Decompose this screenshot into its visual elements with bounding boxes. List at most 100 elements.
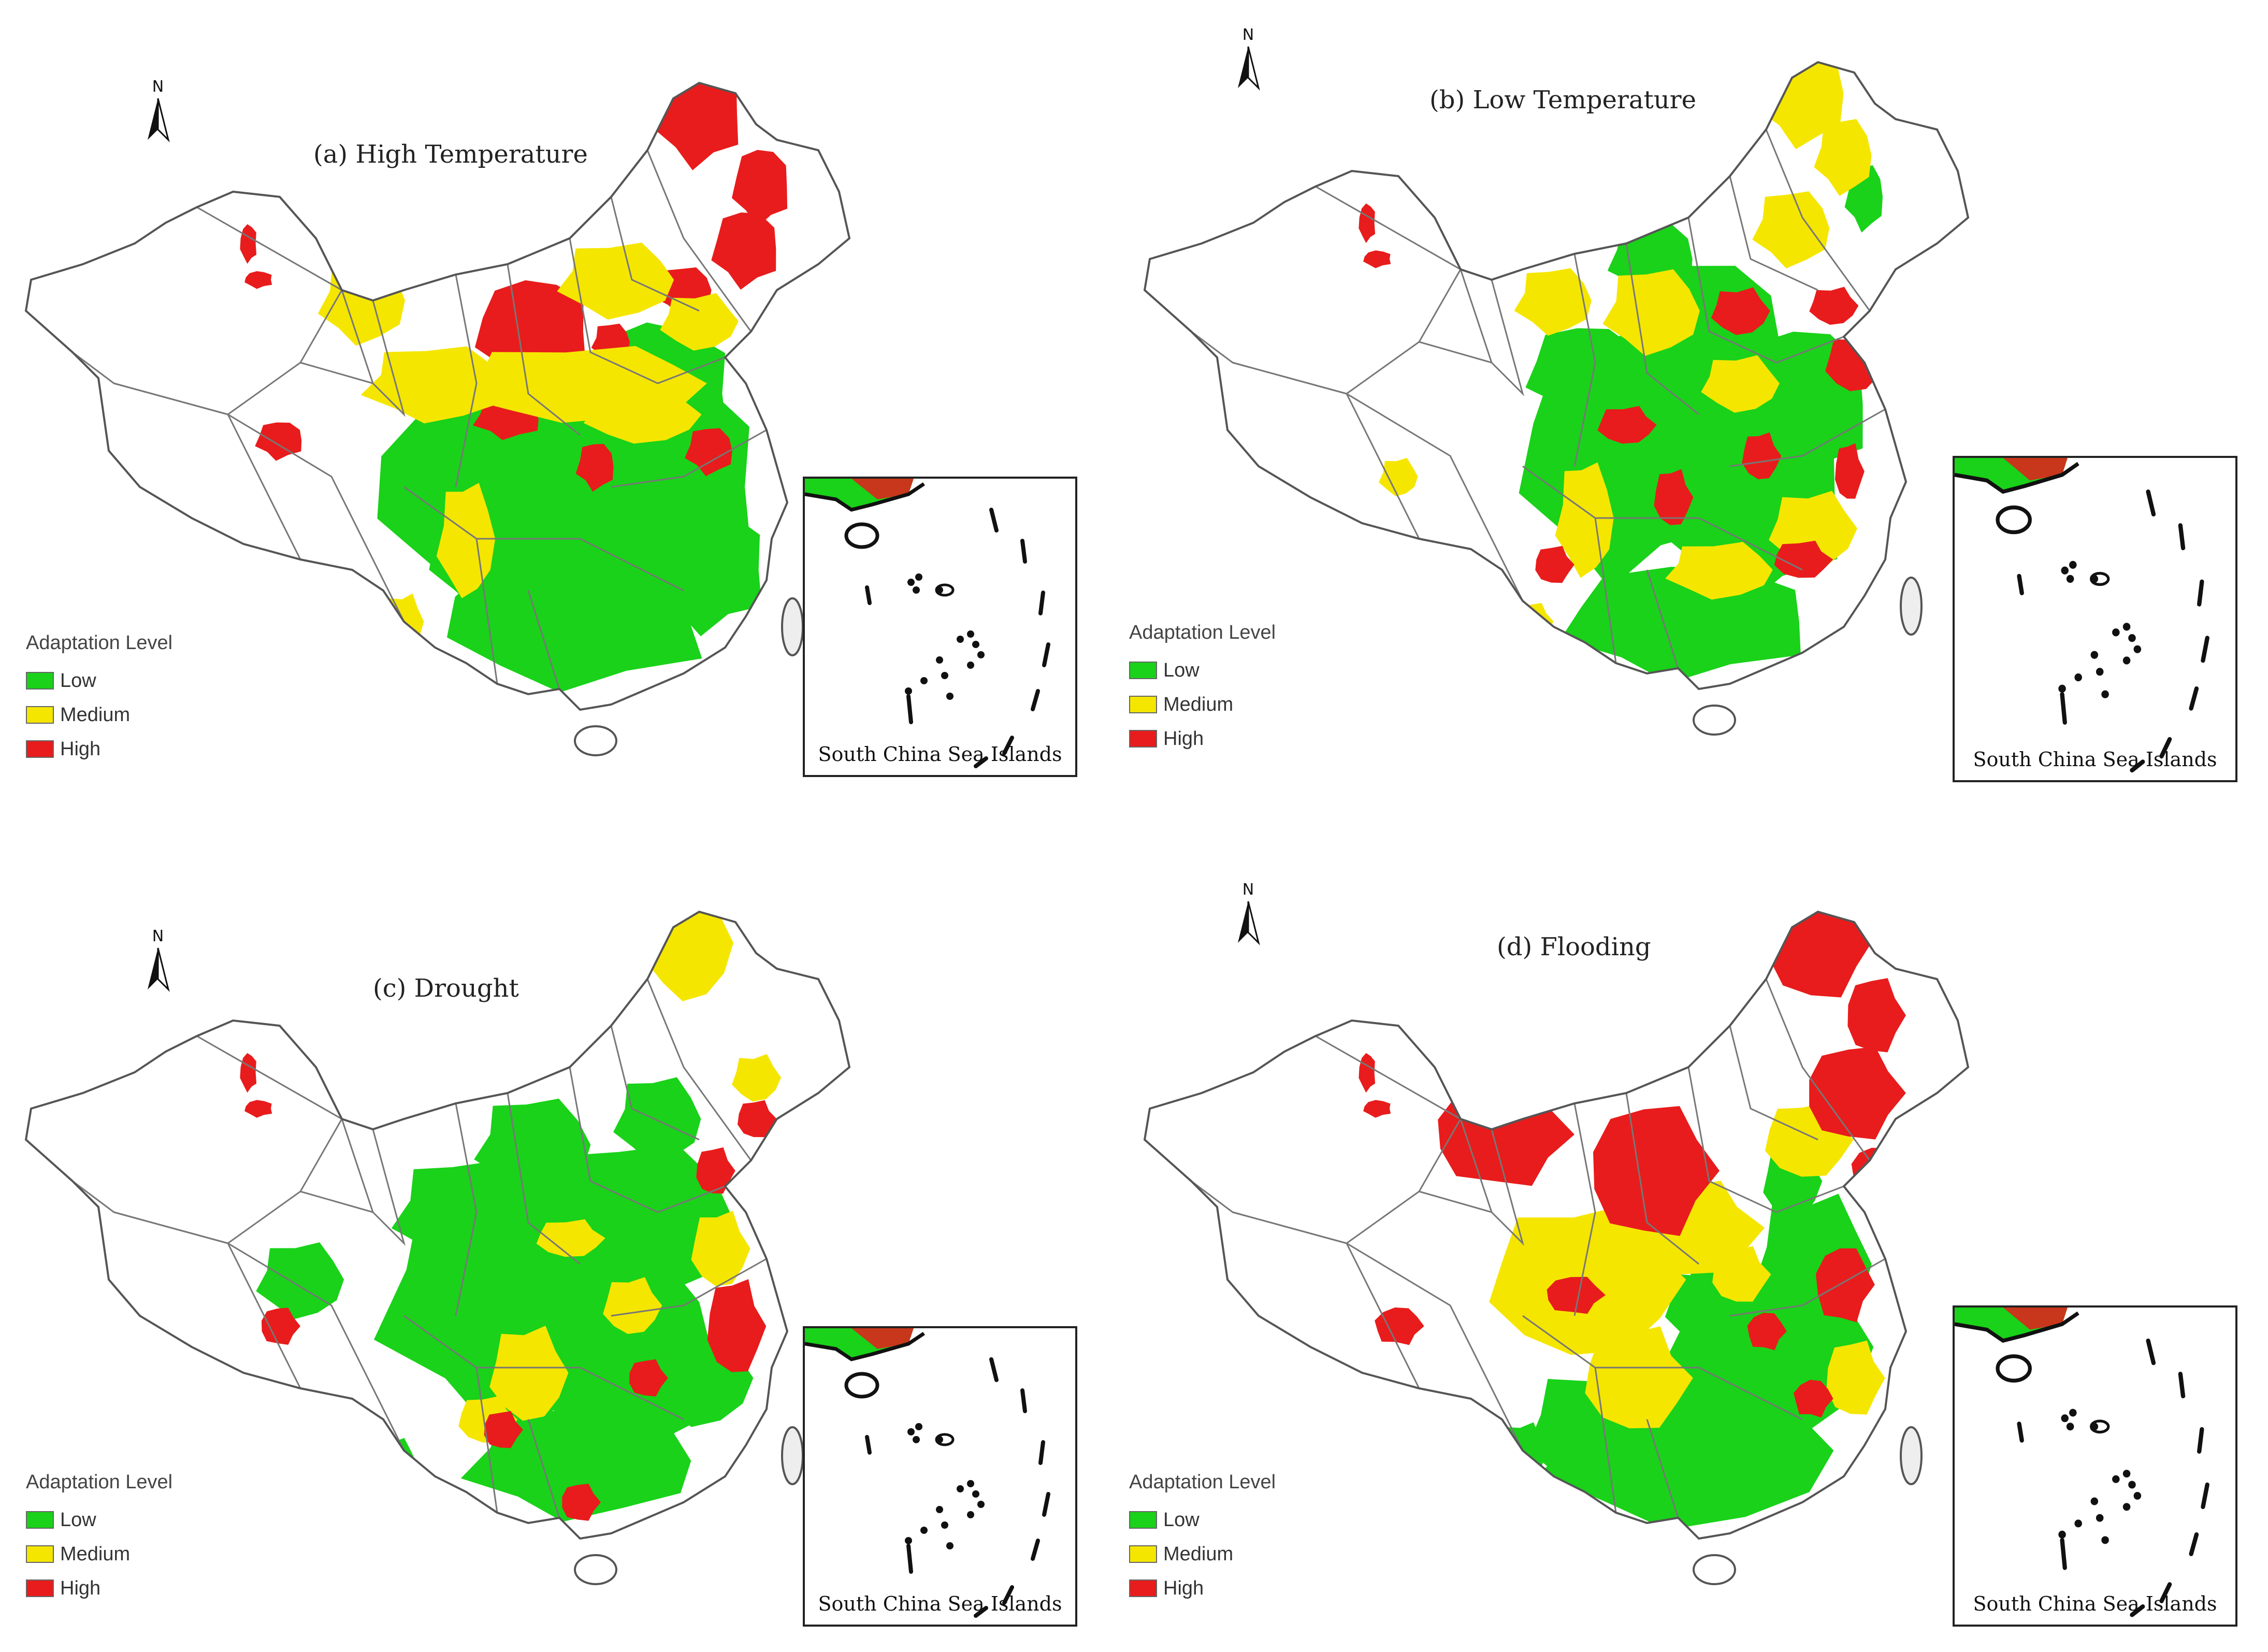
- inset-island-dot: [2112, 1475, 2120, 1483]
- inset-island-dot: [2069, 1409, 2077, 1417]
- province-boundary: [610, 196, 700, 312]
- region-medium: [1712, 1246, 1771, 1302]
- legend: Adaptation Level Low Medium High: [1129, 1471, 1276, 1605]
- region-medium: [1814, 119, 1872, 196]
- inset-dash-line: [2189, 686, 2199, 711]
- legend-item-high: High: [26, 1571, 172, 1605]
- province-boundary: [1191, 185, 1462, 395]
- legend-item-low: Low: [26, 664, 172, 698]
- map-panel-flooding: N (d) Flooding Adaptation Level Low Medi…: [1129, 850, 2243, 1647]
- province-boundary: [476, 538, 684, 592]
- national-border: [24, 81, 851, 711]
- province-boundary: [455, 1103, 478, 1316]
- inset-island-dot: [907, 579, 915, 586]
- legend-swatch-medium: [1129, 696, 1157, 713]
- legend-label: Low: [60, 669, 96, 692]
- region-high: [244, 1100, 272, 1118]
- inset-coastline: [805, 482, 925, 512]
- inset-dash-line: [2201, 1482, 2209, 1510]
- region-medium: [1826, 1340, 1885, 1415]
- inset-label: South China Sea Islands: [1973, 1592, 2217, 1615]
- inset-island-dot: [2096, 1514, 2104, 1522]
- province-boundary: [610, 1025, 700, 1141]
- china-map: [24, 81, 851, 756]
- region-high: [1747, 1313, 1787, 1351]
- inset-island-dot: [2069, 561, 2077, 569]
- inset-dash-line: [1042, 1492, 1050, 1517]
- inset-label: South China Sea Islands: [818, 1592, 1062, 1615]
- inset-dash-line: [2146, 489, 2156, 516]
- map-panel-drought: N (c) Drought Adaptation Level Low Mediu…: [10, 850, 1124, 1647]
- inset-dash-line: [1031, 689, 1040, 711]
- province-boundary: [507, 1093, 581, 1265]
- inset-dash-line: [2197, 1427, 2204, 1454]
- legend-swatch-low: [26, 672, 54, 689]
- inset-label: South China Sea Islands: [1973, 748, 2217, 771]
- inset-hainan: [844, 522, 879, 549]
- region-low: [391, 1161, 527, 1268]
- region-high: [707, 1279, 767, 1372]
- inset-islands: [2089, 1419, 2110, 1434]
- inset-dash-line: [906, 694, 913, 724]
- region-medium: [732, 1054, 782, 1102]
- region-medium: [1514, 268, 1592, 336]
- region-medium: [360, 346, 507, 424]
- inset-island-dot: [2066, 574, 2074, 583]
- legend-swatch-low: [1129, 1511, 1157, 1529]
- region-low: [1561, 567, 1801, 683]
- inset-island-dot: [2133, 645, 2142, 653]
- legend-label: Medium: [60, 1543, 131, 1565]
- inset-coastline: [1955, 1311, 2079, 1343]
- inset-coast-high: [2003, 458, 2068, 481]
- province-boundary: [227, 1242, 405, 1451]
- inset-dash-line: [2201, 636, 2209, 663]
- region-high: [696, 1147, 735, 1194]
- map-panel-low-temperature: N (b) Low Temperature Adaptation Level L…: [1129, 0, 2243, 798]
- national-border: [24, 910, 851, 1540]
- legend-item-high: High: [26, 732, 172, 766]
- inset-island-dot: [977, 1501, 985, 1508]
- north-arrow-label: N: [152, 78, 164, 96]
- province-boundary: [1522, 465, 1617, 664]
- inset-dash-line: [2189, 1532, 2199, 1556]
- region-high: [1593, 1106, 1720, 1236]
- hainan-island: [1693, 705, 1736, 736]
- inset-dash-line: [989, 1357, 999, 1382]
- legend-title: Adaptation Level: [1129, 622, 1276, 643]
- inset-dash-line: [2159, 1582, 2172, 1603]
- province-boundary: [1491, 279, 1524, 397]
- legend-label: Low: [1163, 1509, 1200, 1531]
- inset-coast-high: [2003, 1308, 2068, 1330]
- legend-item-high: High: [1129, 1571, 1276, 1605]
- region-high: [1363, 1100, 1391, 1118]
- legend-swatch-high: [26, 1579, 54, 1597]
- region-high: [575, 443, 614, 492]
- region-fill-layer: [240, 912, 782, 1522]
- province-boundary: [1491, 1129, 1524, 1246]
- inset-island-dot: [2074, 673, 2082, 682]
- south-china-sea-inset: South China Sea Islands: [1953, 1305, 2237, 1627]
- region-high: [738, 1100, 777, 1138]
- inset-island-dot: [972, 641, 979, 648]
- inset-island-dot: [972, 1490, 979, 1498]
- inset-island-dot: [2090, 651, 2099, 659]
- legend-item-medium: Medium: [26, 698, 172, 732]
- province-boundary: [611, 429, 767, 488]
- region-high: [1794, 1380, 1833, 1418]
- province-boundary: [372, 1129, 406, 1246]
- inset-island-dot: [2122, 623, 2131, 631]
- taiwan-island: [781, 1426, 804, 1485]
- south-china-sea-inset: South China Sea Islands: [803, 477, 1077, 777]
- region-high: [1809, 1046, 1906, 1140]
- region-high: [1816, 1248, 1875, 1323]
- province-boundary: [1687, 1067, 1844, 1213]
- inset-island-dot: [920, 677, 928, 684]
- province-boundary: [527, 1419, 560, 1518]
- china-map: [1143, 910, 1970, 1585]
- province-boundary: [403, 486, 498, 684]
- hainan-island: [1693, 1554, 1736, 1585]
- province-boundary: [72, 1035, 343, 1244]
- region-medium: [660, 293, 739, 351]
- region-high: [732, 150, 788, 228]
- inset-island-dot: [2112, 628, 2120, 637]
